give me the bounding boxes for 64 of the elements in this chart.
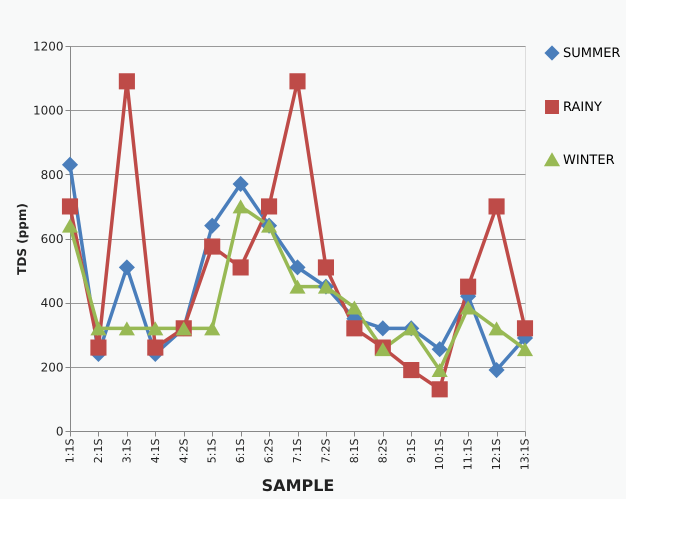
point (90, 340, 106, 356)
point (232, 176, 249, 192)
point (62, 218, 78, 233)
x-tick-label: 10:1S (433, 438, 446, 470)
point (432, 363, 448, 378)
x-tick-label: 6:1S (234, 438, 248, 464)
point (118, 73, 135, 90)
x-tick-label: 8:2S (376, 438, 390, 464)
y-axis-title: TDS (ppm) (14, 203, 29, 275)
point (62, 198, 78, 214)
x-tick-label: 3:1S (120, 438, 134, 464)
x-tick-label: 2:1S (92, 438, 105, 464)
point (346, 320, 362, 336)
point (90, 321, 106, 336)
x-axis-title: SAMPLE (262, 476, 334, 496)
point (147, 340, 164, 356)
x-tick-label: 7:1S (291, 438, 304, 464)
point (232, 259, 249, 276)
point (488, 321, 505, 336)
point (204, 238, 220, 255)
x-tick-label: 13:1S (518, 438, 532, 470)
y-tick-label: 200 (40, 360, 64, 374)
y-tick-label: 800 (40, 168, 64, 182)
point (432, 381, 448, 398)
point (289, 280, 306, 294)
y-tick-label: 400 (40, 296, 64, 310)
point (289, 259, 306, 276)
x-tick-label: 9:1S (404, 438, 418, 464)
x-tick-label: 7:2S (319, 438, 332, 464)
legend-label: RAINY (563, 100, 602, 115)
point (289, 73, 306, 90)
point (204, 321, 220, 336)
x-tick-label: 5:1S (206, 438, 219, 464)
point (318, 259, 334, 276)
x-tick-label: 1:1S (64, 438, 76, 464)
y-tick-label: 1000 (32, 104, 64, 118)
x-tick-label: 4:2S (177, 438, 190, 464)
point (62, 156, 78, 173)
x-tick-label: 8:1S (348, 438, 361, 464)
point (261, 198, 278, 214)
legend-label: WINTER (563, 153, 615, 168)
x-tick-label: 4:1S (148, 438, 162, 464)
point (118, 321, 135, 336)
point (403, 362, 420, 378)
point (147, 321, 164, 336)
x-tick-label: 12:1S (490, 438, 504, 470)
point (516, 342, 534, 356)
point (488, 198, 505, 214)
point (488, 362, 505, 378)
point (460, 278, 476, 295)
legend-label: SUMMER (563, 46, 620, 61)
point (204, 218, 220, 234)
point (460, 300, 476, 314)
point (432, 341, 448, 358)
y-tick-label: 600 (40, 232, 64, 246)
point (374, 320, 391, 336)
point (346, 300, 362, 314)
y-tick-label: 0 (56, 424, 64, 438)
point (118, 259, 135, 276)
x-tick-label: 11:1S (462, 438, 475, 470)
x-tick-label: 6:2S (262, 438, 276, 464)
point (232, 199, 249, 214)
y-tick-label: 1200 (32, 40, 64, 54)
point (516, 320, 534, 336)
